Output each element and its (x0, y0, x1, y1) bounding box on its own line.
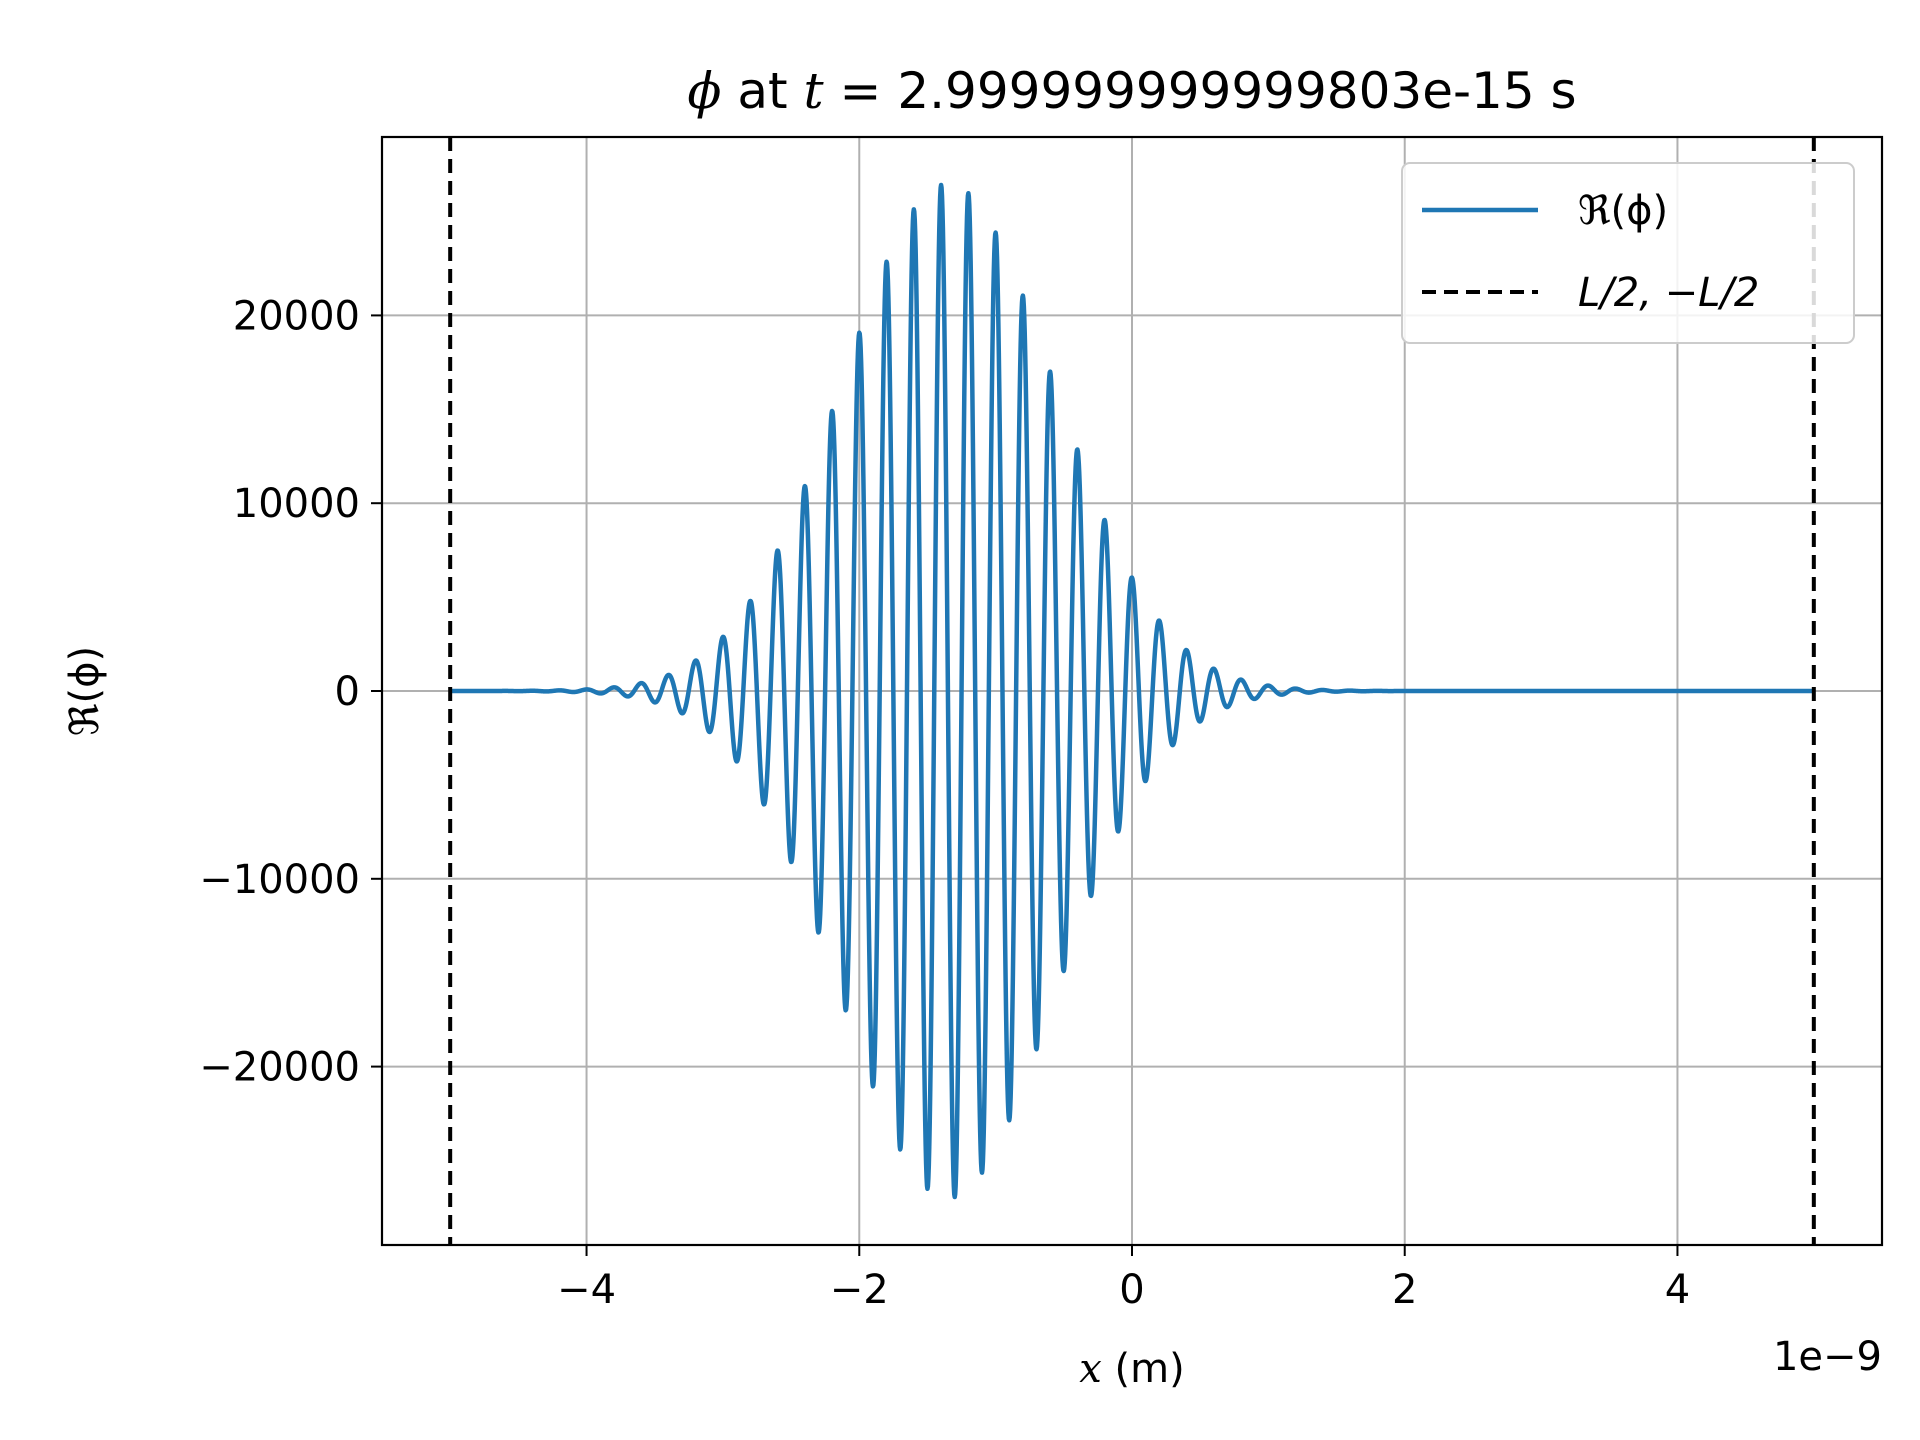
legend: ℜ(ϕ) L/2, −L/2 (1402, 163, 1854, 343)
y-tick-label: 0 (335, 669, 360, 715)
title-equals: = (824, 62, 898, 120)
x-tick-label: 0 (1119, 1267, 1144, 1313)
y-axis-label: ℜ(ϕ) (62, 646, 108, 736)
title-time-variable: t (804, 62, 825, 120)
y-tick-label: 10000 (233, 481, 360, 527)
y-tick-label: −20000 (199, 1045, 360, 1091)
x-tick-label: 4 (1665, 1267, 1690, 1313)
y-tick-label: −10000 (199, 857, 360, 903)
legend-label-boundaries: L/2, −L/2 (1578, 270, 1759, 316)
x-tick-label: 2 (1392, 1267, 1417, 1313)
x-axis-unit: (m) (1102, 1346, 1185, 1392)
title-symbol: ϕ (687, 62, 721, 120)
title-time-value: 2.999999999999803e-15 s (897, 62, 1576, 120)
y-tick-label: 20000 (233, 293, 360, 339)
x-axis-offset-label: 1e−9 (1773, 1334, 1882, 1380)
x-axis-variable: x (1079, 1346, 1102, 1392)
chart-title: ϕ at t = 2.999999999999803e-15 s (687, 62, 1576, 120)
legend-label-real-phi: ℜ(ϕ) (1578, 188, 1668, 234)
x-axis-label: x (m) (1079, 1346, 1184, 1392)
x-tick-label: −4 (557, 1267, 616, 1313)
title-at: at (722, 62, 804, 120)
x-tick-label: −2 (830, 1267, 889, 1313)
